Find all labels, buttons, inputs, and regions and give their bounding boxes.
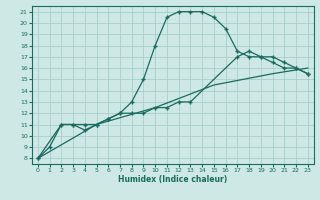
X-axis label: Humidex (Indice chaleur): Humidex (Indice chaleur) [118, 175, 228, 184]
